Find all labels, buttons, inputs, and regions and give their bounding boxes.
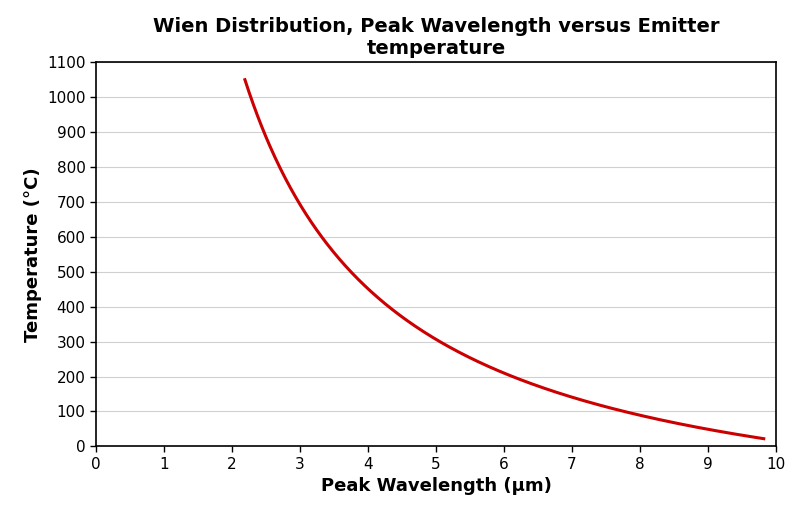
X-axis label: Peak Wavelength (μm): Peak Wavelength (μm) [321, 477, 551, 495]
Y-axis label: Temperature (°C): Temperature (°C) [23, 167, 42, 342]
Title: Wien Distribution, Peak Wavelength versus Emitter
temperature: Wien Distribution, Peak Wavelength versu… [153, 17, 719, 58]
